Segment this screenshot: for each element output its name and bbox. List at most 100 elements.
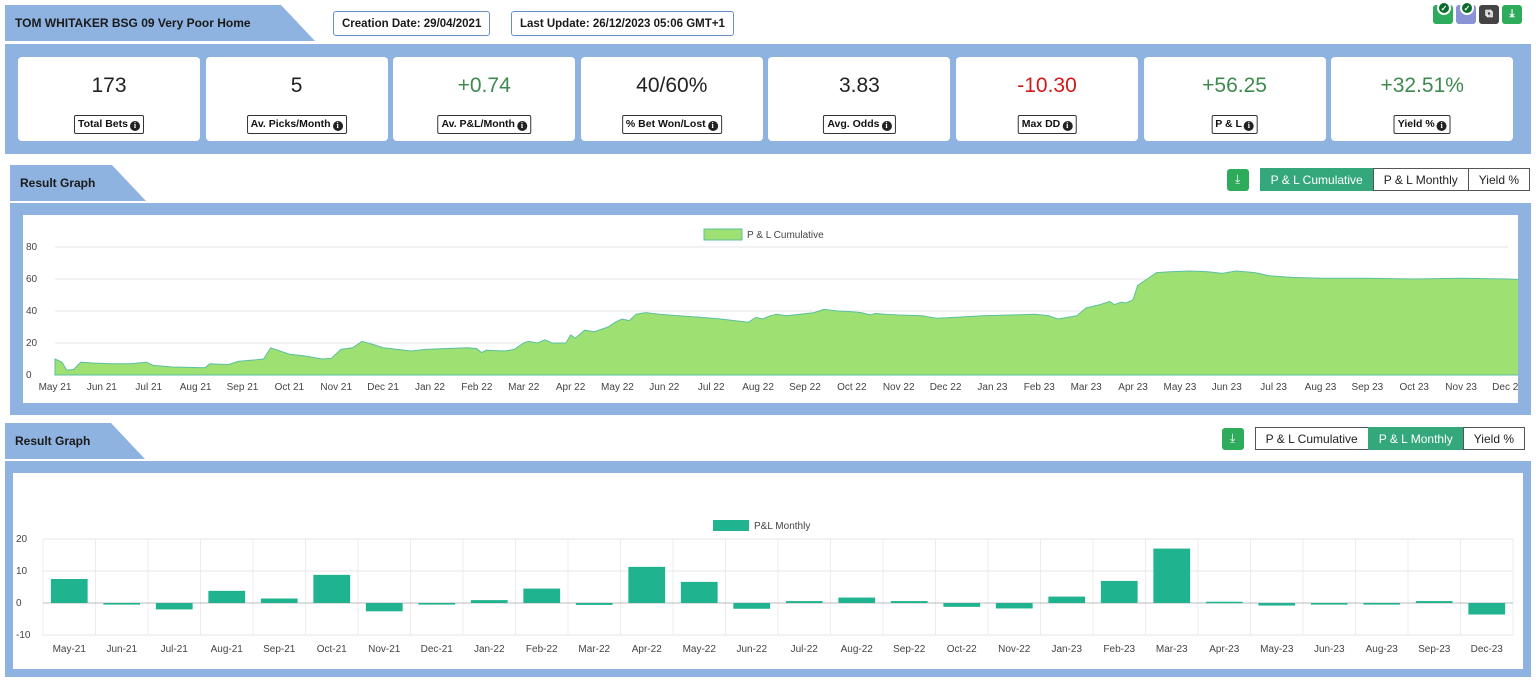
legend-swatch (713, 520, 749, 531)
x-tick-label: Feb 23 (1024, 382, 1056, 393)
cumulative-chart: 0 20 40 60 80 May 21 Jun 21 Jul 21 Aug 21 Sep 21 O… (26, 228, 1518, 393)
x-tick-label: Feb-22 (526, 644, 558, 655)
stat-value: 40/60% (636, 74, 708, 97)
x-tick-label: Apr 22 (556, 382, 586, 393)
tab-yield[interactable]: Yield % (1467, 168, 1530, 191)
bar (1310, 603, 1348, 605)
bar (1048, 596, 1086, 603)
bar (103, 603, 141, 605)
info-icon[interactable]: i (1243, 121, 1254, 131)
x-tick-label: Jun 21 (87, 382, 117, 393)
result-graph-tab-2: Result Graph (5, 423, 145, 459)
bar (1153, 548, 1191, 603)
bar (1205, 601, 1243, 604)
tab-yield-2[interactable]: Yield % (1462, 427, 1525, 450)
x-tick-label: Nov 22 (883, 382, 915, 393)
x-tick-label: Oct-22 (947, 644, 977, 655)
x-tick-label: Jan 22 (415, 382, 445, 393)
stat-value: +56.25 (1202, 74, 1267, 97)
x-tick-label: May-21 (53, 644, 87, 655)
stat-label-text: Avg. Odds (827, 118, 880, 130)
strategy-title: TOM WHITAKER BSG 09 Very Poor Home (15, 16, 251, 30)
bar (785, 601, 823, 603)
stat-label[interactable]: Av. P&L/Month i (437, 115, 531, 134)
stat-value: 5 (290, 74, 303, 97)
x-tick-label: Feb 22 (461, 382, 493, 393)
x-tick-label: May 22 (601, 382, 634, 393)
info-icon[interactable]: i (332, 121, 343, 131)
x-tick-label: Jan 23 (977, 382, 1007, 393)
info-icon[interactable]: i (707, 121, 718, 131)
x-tick-label: Aug 22 (742, 382, 774, 393)
legend-label: P & L Cumulative (747, 230, 824, 241)
creation-date: Creation Date: 29/04/2021 (342, 17, 482, 30)
bar (155, 603, 193, 610)
check-badge-icon[interactable]: ✓ (1456, 1, 1476, 24)
stat-label[interactable]: Yield % i (1393, 115, 1451, 134)
x-tick-label: Dec 22 (930, 382, 962, 393)
x-tick-label: Aug 23 (1305, 382, 1337, 393)
pl-cumulative-area (54, 270, 1518, 376)
x-tick-label: Nov 23 (1445, 382, 1477, 393)
x-tick-label: May 21 (39, 382, 72, 393)
check-badge-icon[interactable]: ✓ (1433, 1, 1453, 24)
y-tick-label: 20 (26, 338, 38, 349)
stat-label[interactable]: Av. Picks/Month i (246, 115, 347, 134)
x-tick-label: Oct 23 (1400, 382, 1430, 393)
info-icon[interactable]: i (1062, 121, 1073, 131)
bar (313, 574, 351, 603)
bar (260, 598, 298, 603)
stat-label[interactable]: Total Bets i (74, 115, 144, 134)
y-tick-label: 40 (26, 306, 38, 317)
stat-value: +0.74 (457, 74, 511, 97)
result-graph-tab: Result Graph (10, 165, 146, 201)
stat-label-text: P & L (1215, 118, 1242, 130)
x-tick-label: Mar 23 (1071, 382, 1103, 393)
legend-swatch (703, 228, 743, 241)
y-tick-label: -10 (16, 630, 31, 641)
stat-card: 40/60% % Bet Won/Lost i (580, 57, 763, 141)
stat-label[interactable]: % Bet Won/Lost i (621, 115, 722, 134)
stat-label[interactable]: Avg. Odds i (823, 115, 896, 134)
stat-label[interactable]: Max DD i (1017, 115, 1077, 134)
copy-icon[interactable]: ⧉ (1479, 5, 1499, 24)
info-icon[interactable]: i (129, 121, 140, 131)
info-icon[interactable]: i (1436, 121, 1447, 131)
x-tick-label: Aug 21 (180, 382, 212, 393)
y-tick-label: 60 (26, 274, 38, 285)
tab-pl-monthly[interactable]: P & L Monthly (1372, 168, 1469, 191)
tab-pl-cumulative-2[interactable]: P & L Cumulative (1254, 427, 1369, 450)
download-chart-icon[interactable]: ⤓ (1226, 168, 1249, 191)
x-tick-label: May 23 (1164, 382, 1197, 393)
creation-date-box: Creation Date: 29/04/2021 (333, 11, 491, 36)
x-tick-label: Dec-23 (1471, 644, 1504, 655)
bar (890, 601, 928, 603)
y-tick-label: 10 (16, 566, 28, 577)
x-tick-label: Sep 22 (789, 382, 821, 393)
download-icon[interactable]: ⤓ (1502, 5, 1522, 24)
x-tick-label: Feb-23 (1103, 644, 1135, 655)
download-chart-icon-2[interactable]: ⤓ (1221, 427, 1244, 450)
bar (575, 603, 613, 605)
x-tick-label: Jun-21 (106, 644, 137, 655)
x-tick-label: Jun 23 (1212, 382, 1242, 393)
x-tick-label: Jul-21 (161, 644, 189, 655)
bar (1258, 603, 1296, 606)
tab-pl-monthly-2[interactable]: P & L Monthly (1367, 427, 1464, 450)
result-graph-title: Result Graph (20, 176, 96, 190)
x-tick-label: Jul 23 (1260, 382, 1287, 393)
tab-pl-cumulative[interactable]: P & L Cumulative (1259, 168, 1374, 191)
legend-label: P&L Monthly (754, 521, 810, 532)
stat-label-text: Av. P&L/Month (441, 118, 515, 130)
info-icon[interactable]: i (516, 121, 527, 131)
x-tick-label: Jun 22 (649, 382, 679, 393)
x-tick-label: Aug-22 (841, 644, 874, 655)
stat-card: 173 Total Bets i (18, 57, 200, 141)
x-tick-label: Jan-22 (474, 644, 505, 655)
x-tick-label: Aug-21 (211, 644, 244, 655)
bar (680, 581, 718, 603)
info-icon[interactable]: i (881, 121, 892, 131)
stat-card: 3.83 Avg. Odds i (768, 57, 951, 141)
bar (470, 600, 508, 603)
